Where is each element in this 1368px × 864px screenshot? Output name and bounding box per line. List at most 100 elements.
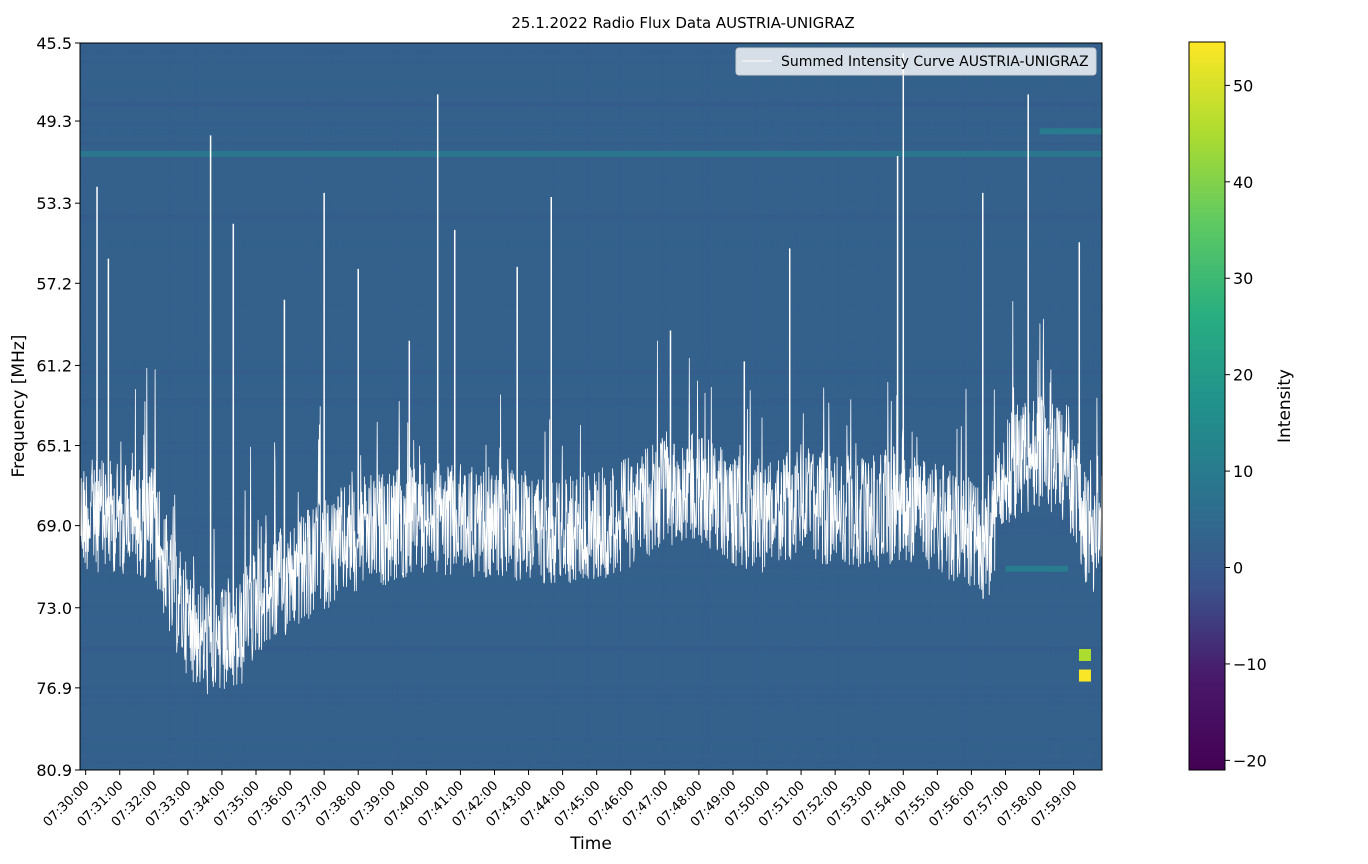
texture-column	[168, 43, 170, 770]
texture-column	[724, 43, 727, 770]
texture-column	[887, 43, 890, 770]
colorbar-tick-label: 20	[1233, 366, 1253, 385]
texture-band	[80, 215, 1102, 221]
texture-band	[80, 405, 1102, 412]
colorbar-tick-label: 50	[1233, 76, 1253, 95]
texture-column	[847, 43, 850, 770]
texture-band	[80, 384, 1102, 387]
texture-band	[80, 586, 1102, 591]
texture-band	[80, 374, 1102, 381]
colorbar-gradient	[1188, 41, 1226, 771]
texture-band	[80, 402, 1102, 405]
texture-band	[80, 130, 1102, 135]
texture-column	[587, 43, 590, 770]
texture-band	[80, 100, 1102, 107]
texture-column	[195, 43, 197, 770]
texture-column	[647, 43, 650, 770]
texture-column	[819, 43, 823, 770]
colorbar-tick-label: −20	[1233, 751, 1267, 770]
texture-column	[796, 43, 799, 770]
texture-column	[820, 43, 823, 770]
texture-column	[206, 43, 209, 770]
texture-column	[330, 43, 332, 770]
colorbar: −20 −10 0 10 20 30 40 50 Intensity	[1188, 41, 1295, 771]
y-tick-label: 65.1	[36, 437, 72, 456]
texture-band	[80, 615, 1102, 622]
texture-column	[771, 43, 774, 770]
texture-band	[80, 142, 1102, 146]
texture-column	[138, 43, 140, 770]
texture-column	[533, 43, 537, 770]
texture-column	[1096, 43, 1100, 770]
texture-column	[1046, 43, 1050, 770]
texture-column	[776, 43, 780, 770]
texture-band	[80, 450, 1102, 455]
texture-band	[80, 122, 1102, 127]
colorbar-tick-label: 30	[1233, 269, 1253, 288]
texture-column	[703, 43, 706, 770]
texture-column	[224, 43, 227, 770]
spectrogram-bright-spot	[1078, 648, 1091, 661]
texture-band	[80, 694, 1102, 698]
texture-band	[80, 762, 1102, 768]
texture-column	[624, 43, 627, 770]
colorbar-ticks: −20 −10 0 10 20 30 40 50	[1225, 76, 1267, 770]
texture-column	[877, 43, 880, 770]
x-axis-label: Time	[569, 834, 612, 854]
texture-band	[80, 199, 1102, 203]
texture-column	[227, 43, 229, 770]
texture-column	[529, 43, 532, 770]
texture-column	[370, 43, 372, 770]
texture-band	[80, 370, 1102, 373]
spectrogram-texture	[80, 43, 1102, 770]
texture-band	[80, 180, 1102, 185]
texture-band	[80, 580, 1102, 584]
texture-column	[432, 43, 435, 770]
texture-column	[80, 43, 83, 770]
legend-label: Summed Intensity Curve AUSTRIA-UNIGRAZ	[781, 54, 1089, 70]
texture-column	[755, 43, 758, 770]
texture-column	[336, 43, 338, 770]
texture-band	[80, 685, 1102, 690]
texture-column	[555, 43, 557, 770]
texture-column	[109, 43, 112, 770]
summed-intensity-line	[80, 300, 1102, 695]
texture-band	[80, 304, 1102, 307]
texture-column	[962, 43, 965, 770]
texture-column	[678, 43, 680, 770]
texture-band	[80, 646, 1102, 650]
texture-band	[80, 79, 1102, 86]
texture-column	[170, 43, 172, 770]
texture-band	[80, 345, 1102, 350]
texture-column	[839, 43, 842, 770]
texture-column	[765, 43, 769, 770]
texture-band	[80, 376, 1102, 383]
colorbar-tick-label: 40	[1233, 173, 1253, 192]
colorbar-tick-label: 10	[1233, 462, 1253, 481]
texture-band	[80, 103, 1102, 106]
spectrogram-bright-spot	[1078, 669, 1091, 682]
texture-column	[506, 43, 510, 770]
texture-band	[80, 220, 1102, 225]
texture-column	[308, 43, 310, 770]
texture-band	[80, 398, 1102, 401]
texture-band	[80, 210, 1102, 214]
texture-column	[242, 43, 246, 770]
y-tick-label: 49.3	[36, 112, 72, 131]
texture-band	[80, 746, 1102, 753]
texture-band	[80, 60, 1102, 64]
spectrogram-band	[80, 150, 1102, 157]
texture-column	[341, 43, 344, 770]
legend: Summed Intensity Curve AUSTRIA-UNIGRAZ	[735, 47, 1097, 76]
texture-column	[1000, 43, 1002, 770]
texture-column	[132, 43, 135, 770]
texture-band	[80, 578, 1102, 583]
texture-column	[987, 43, 990, 770]
texture-column	[837, 43, 840, 770]
texture-column	[422, 43, 426, 770]
texture-column	[166, 43, 169, 770]
x-axis: 07:30:0007:31:0007:32:0007:33:0007:34:00…	[41, 770, 1080, 830]
texture-band	[80, 264, 1102, 267]
texture-band	[80, 48, 1102, 52]
texture-column	[662, 43, 666, 770]
